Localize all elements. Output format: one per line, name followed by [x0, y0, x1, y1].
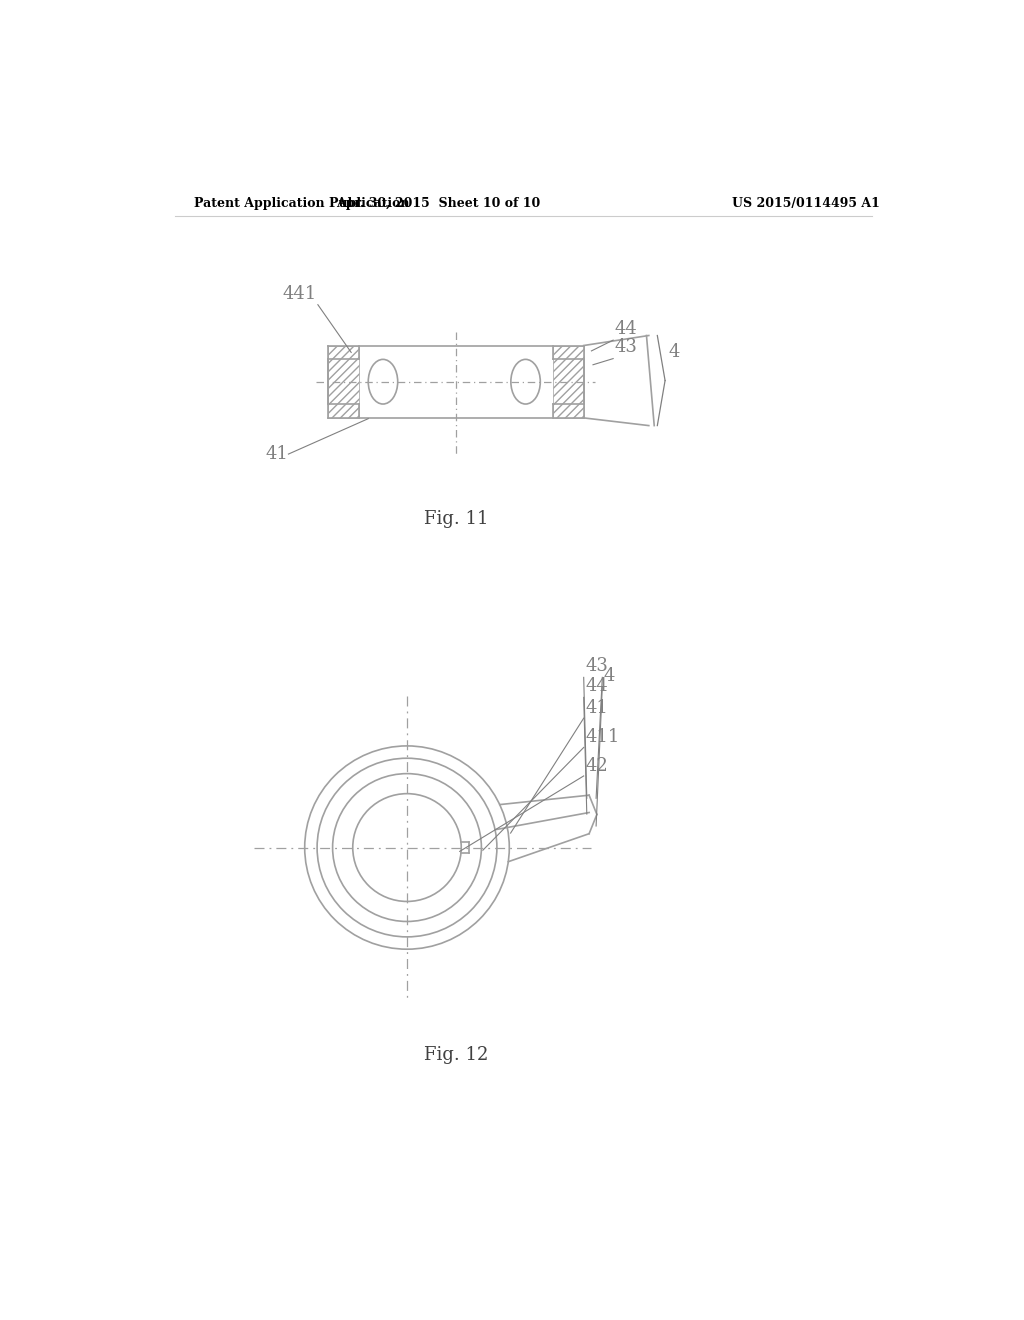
Text: 43: 43: [614, 338, 638, 356]
Text: 441: 441: [283, 285, 317, 302]
Text: 411: 411: [586, 729, 620, 746]
Text: US 2015/0114495 A1: US 2015/0114495 A1: [732, 197, 881, 210]
Text: Fig. 12: Fig. 12: [424, 1047, 488, 1064]
Text: 44: 44: [586, 677, 608, 696]
Text: 42: 42: [586, 756, 608, 775]
Text: 44: 44: [614, 319, 638, 338]
Text: 41: 41: [265, 445, 288, 463]
Text: 4: 4: [669, 343, 680, 362]
Text: 43: 43: [586, 657, 608, 676]
Text: 4: 4: [604, 667, 615, 685]
Text: Apr. 30, 2015  Sheet 10 of 10: Apr. 30, 2015 Sheet 10 of 10: [336, 197, 540, 210]
Text: Fig. 11: Fig. 11: [424, 510, 488, 528]
Text: 41: 41: [586, 698, 608, 717]
Text: Patent Application Publication: Patent Application Publication: [194, 197, 410, 210]
